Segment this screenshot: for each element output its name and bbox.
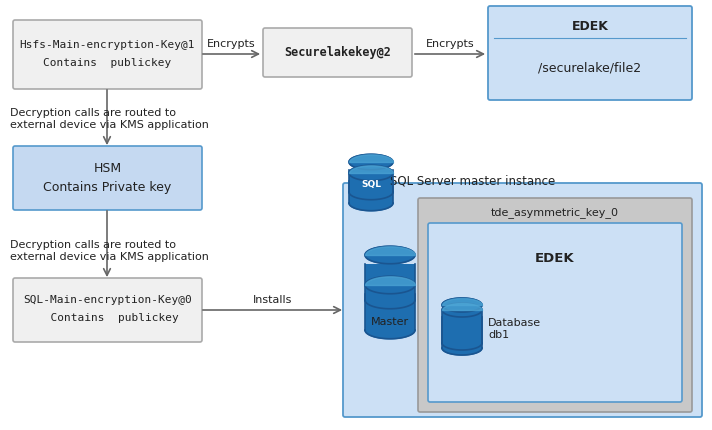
FancyBboxPatch shape bbox=[428, 223, 682, 402]
FancyBboxPatch shape bbox=[343, 183, 702, 417]
Text: Securelakekey@2: Securelakekey@2 bbox=[284, 46, 391, 59]
Text: Installs: Installs bbox=[253, 295, 292, 305]
Text: Decryption calls are routed to
external device via KMS application: Decryption calls are routed to external … bbox=[10, 240, 209, 261]
Polygon shape bbox=[442, 343, 482, 350]
Polygon shape bbox=[442, 317, 482, 348]
Text: Contains Private key: Contains Private key bbox=[43, 181, 172, 194]
Text: /securelake/file2: /securelake/file2 bbox=[538, 61, 642, 74]
FancyBboxPatch shape bbox=[263, 28, 412, 77]
Polygon shape bbox=[442, 348, 482, 355]
Text: SQL Server master instance: SQL Server master instance bbox=[390, 175, 555, 188]
Polygon shape bbox=[442, 298, 482, 312]
FancyBboxPatch shape bbox=[13, 146, 202, 210]
Text: Contains  publickey: Contains publickey bbox=[43, 58, 172, 68]
Polygon shape bbox=[365, 300, 415, 309]
Text: Encrypts: Encrypts bbox=[426, 39, 474, 49]
Text: EDEK: EDEK bbox=[572, 19, 609, 33]
Text: Encrypts: Encrypts bbox=[207, 39, 256, 49]
Polygon shape bbox=[349, 192, 393, 200]
Polygon shape bbox=[365, 276, 415, 294]
Polygon shape bbox=[349, 203, 393, 211]
Polygon shape bbox=[349, 181, 393, 203]
FancyBboxPatch shape bbox=[13, 278, 202, 342]
Text: Master: Master bbox=[371, 317, 409, 327]
Text: Contains  publickey: Contains publickey bbox=[36, 313, 179, 323]
Polygon shape bbox=[365, 294, 415, 330]
Text: Database
db1: Database db1 bbox=[488, 318, 541, 340]
Polygon shape bbox=[349, 165, 393, 181]
Polygon shape bbox=[365, 246, 415, 264]
Text: Decryption calls are routed to
external device via KMS application: Decryption calls are routed to external … bbox=[10, 108, 209, 129]
Text: EDEK: EDEK bbox=[535, 252, 575, 265]
Polygon shape bbox=[442, 312, 482, 343]
Text: Hsfs-Main-encryption-Key@1: Hsfs-Main-encryption-Key@1 bbox=[20, 40, 195, 49]
Polygon shape bbox=[365, 330, 415, 339]
Polygon shape bbox=[442, 303, 482, 317]
Text: SQL: SQL bbox=[361, 180, 381, 189]
Text: SQL-Main-encryption-Key@0: SQL-Main-encryption-Key@0 bbox=[23, 295, 192, 305]
FancyBboxPatch shape bbox=[488, 6, 692, 100]
Text: HSM: HSM bbox=[93, 162, 122, 175]
Polygon shape bbox=[349, 154, 393, 170]
Polygon shape bbox=[349, 170, 393, 192]
Text: tde_asymmetric_key_0: tde_asymmetric_key_0 bbox=[491, 207, 619, 218]
FancyBboxPatch shape bbox=[418, 198, 692, 412]
Polygon shape bbox=[365, 264, 415, 300]
FancyBboxPatch shape bbox=[13, 20, 202, 89]
